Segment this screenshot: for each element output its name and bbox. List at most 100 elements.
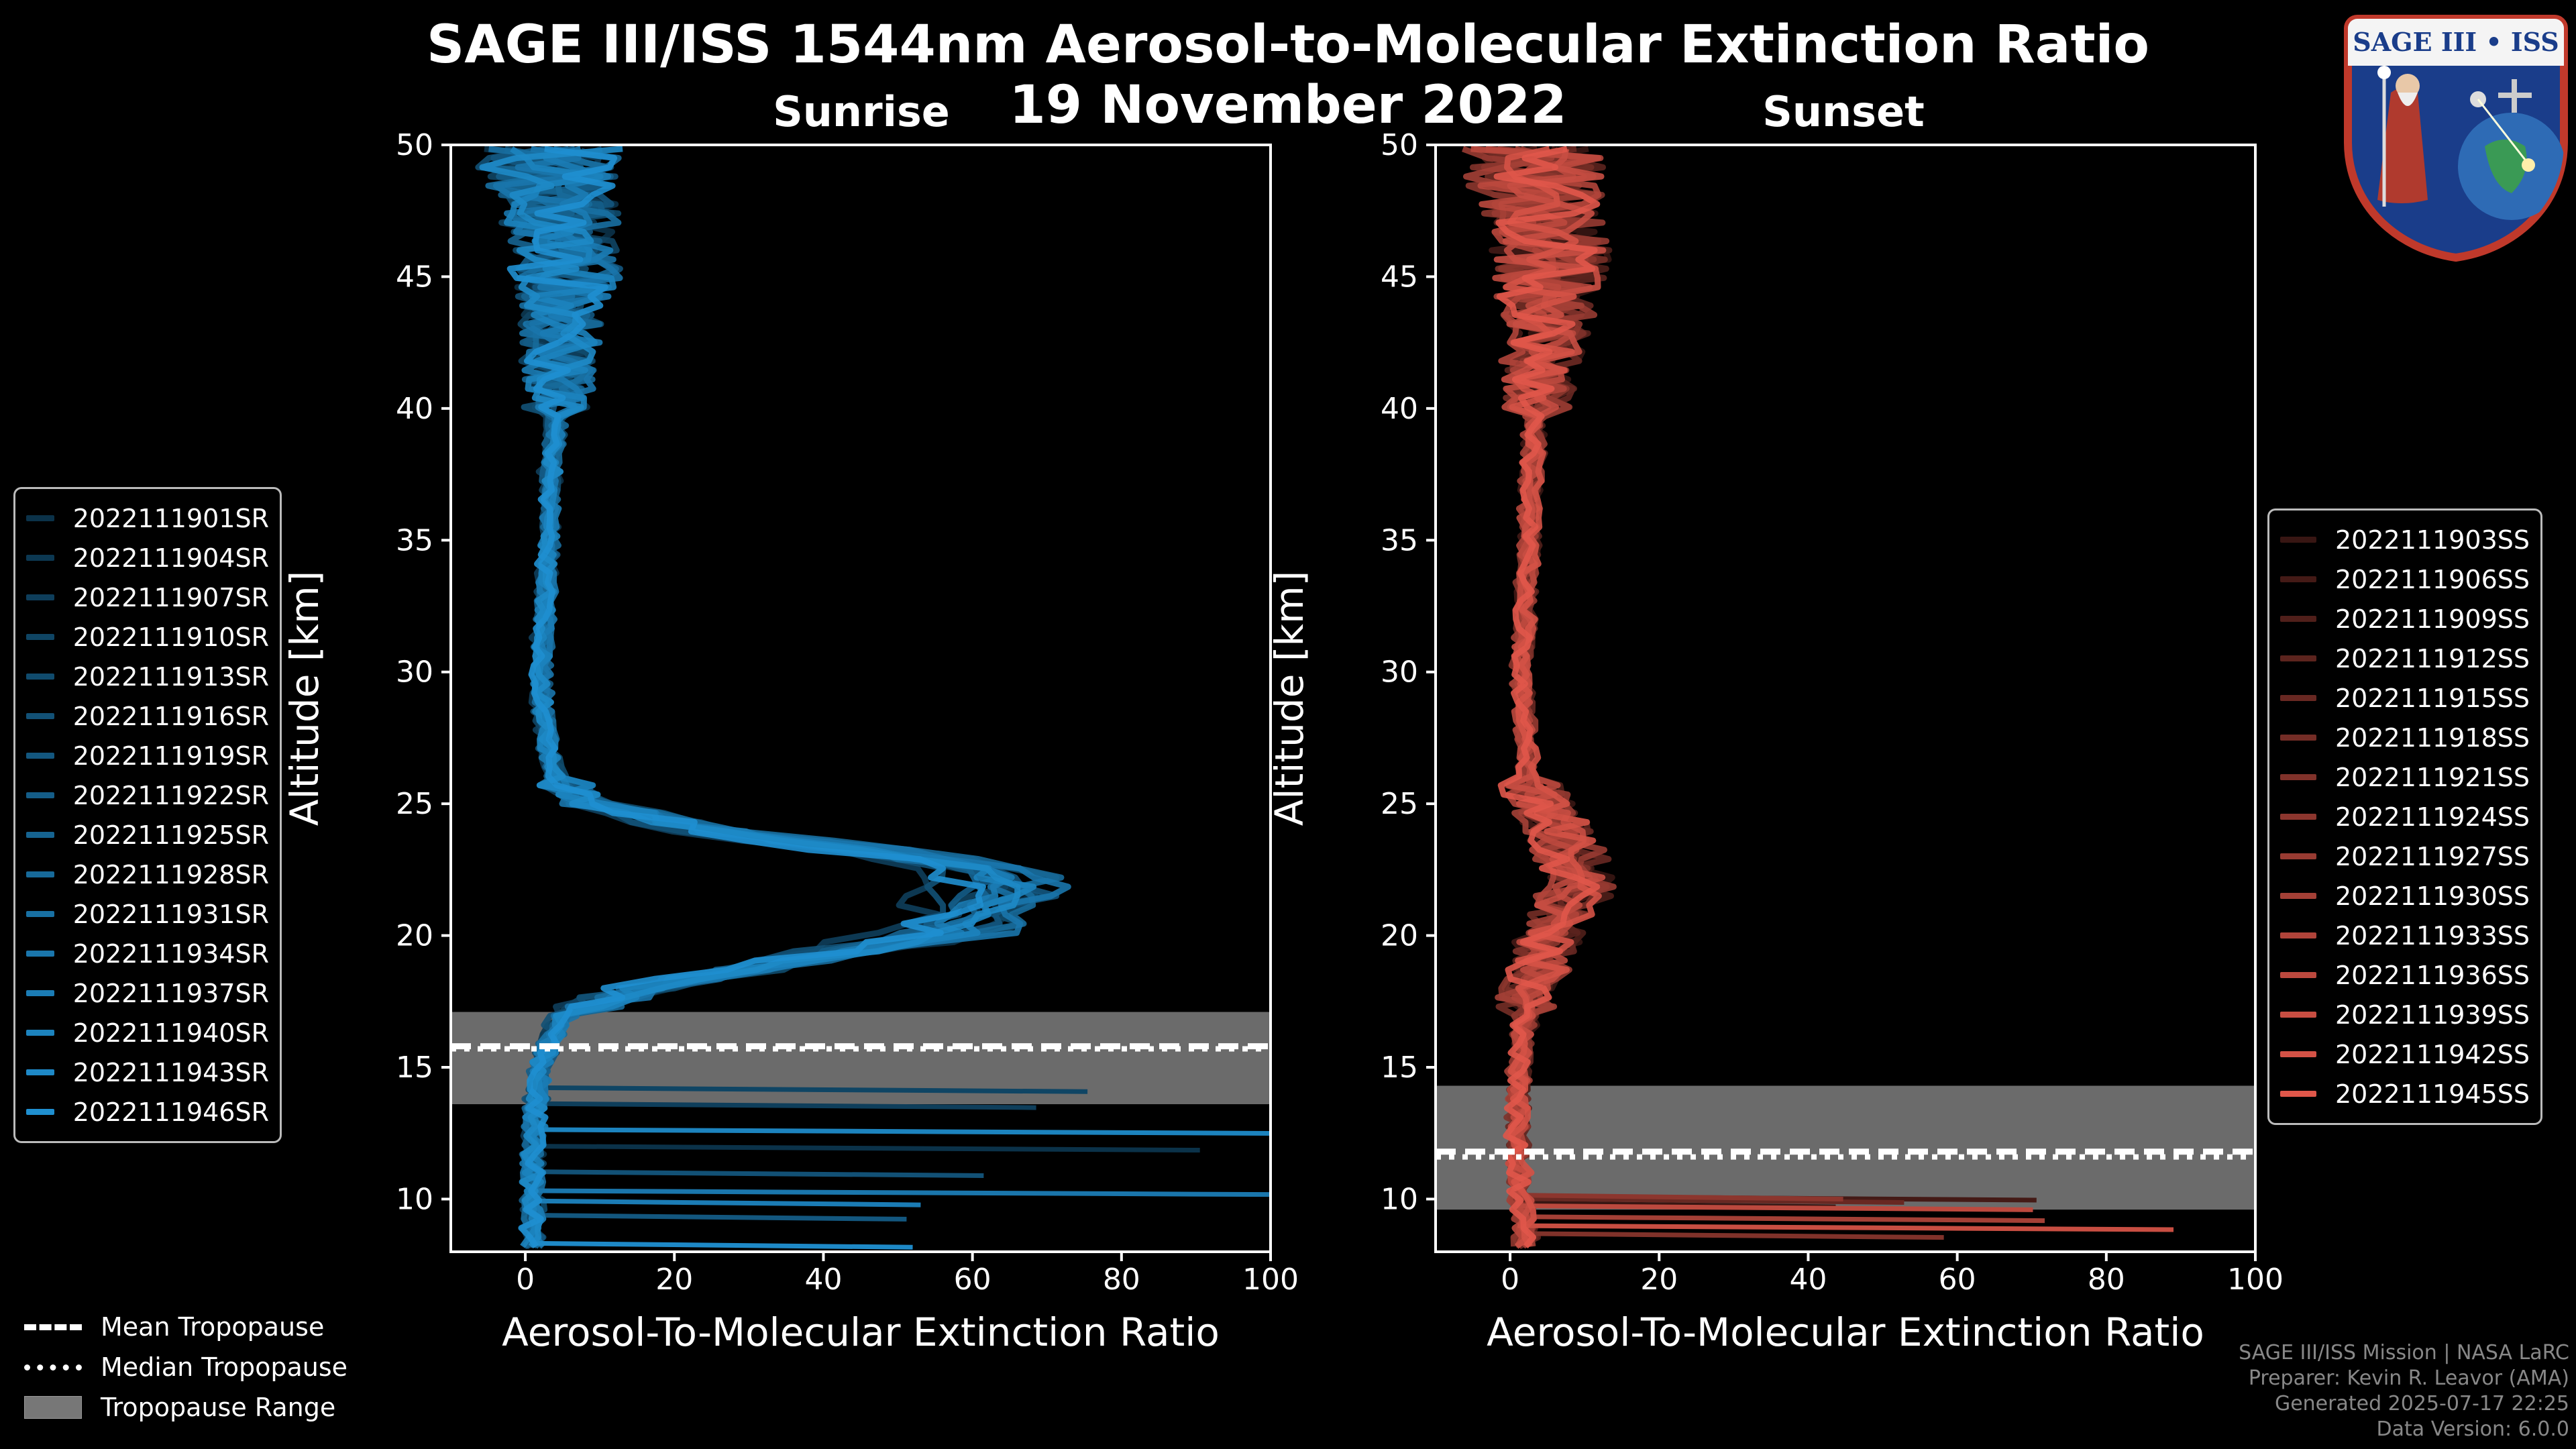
sunset-legend: 2022111903SS 2022111906SS 2022111909SS 2022…	[2267, 508, 2542, 1125]
profile-lines	[475, 146, 1271, 1250]
low-altitude-spike	[533, 1188, 1271, 1197]
sage-iii-iss-mission-logo: SAGE III • ISS	[2344, 15, 2568, 262]
y-tick-label: 20	[1381, 919, 1418, 953]
legend-swatch	[2280, 695, 2316, 701]
y-tick-label: 15	[1381, 1051, 1418, 1085]
x-tick-label: 0	[1501, 1263, 1519, 1297]
legend-entry: 2022111912SS	[2280, 639, 2530, 678]
legend-swatch	[26, 911, 54, 917]
legend-label: 2022111907SR	[72, 582, 269, 612]
legend-swatch	[2280, 853, 2316, 859]
legend-label: 2022111939SS	[2334, 1000, 2530, 1030]
legend-label: 2022111945SS	[2334, 1079, 2530, 1109]
legend-label: 2022111903SS	[2334, 525, 2530, 555]
x-tick-label: 40	[804, 1263, 842, 1297]
legend-label: 2022111931SR	[72, 899, 269, 929]
legend-entry: 2022111915SS	[2280, 678, 2530, 718]
legend-tropopause-range: Tropopause Range	[24, 1387, 347, 1428]
legend-entry: 2022111945SS	[2280, 1074, 2530, 1114]
legend-swatch	[26, 1069, 54, 1075]
legend-entry: 2022111925SR	[26, 815, 269, 855]
legend-label: 2022111913SR	[72, 661, 269, 692]
legend-median-label: Median Tropopause	[101, 1352, 347, 1382]
legend-label: 2022111915SS	[2334, 683, 2530, 713]
sunrise-legend: 2022111901SR 2022111904SR 2022111907SR 2022…	[13, 487, 282, 1143]
legend-label: 2022111916SR	[72, 701, 269, 731]
legend-entry: 2022111946SR	[26, 1092, 269, 1132]
legend-label: 2022111918SS	[2334, 722, 2530, 753]
y-axis-label: Altitude [km]	[282, 571, 327, 826]
profile-lines	[1462, 146, 2174, 1250]
legend-entry: 2022111901SR	[26, 498, 269, 538]
low-altitude-spike	[533, 1198, 921, 1208]
legend-swatch	[2280, 774, 2316, 780]
tropopause-range	[1436, 1085, 2255, 1210]
legend-label: 2022111930SS	[2334, 881, 2530, 911]
x-tick-label: 0	[516, 1263, 535, 1297]
y-tick-label: 30	[396, 655, 433, 690]
profile-line-2022111945SS	[1493, 146, 1601, 1248]
legend-label: 2022111921SS	[2334, 762, 2530, 792]
low-altitude-spike	[533, 1144, 1200, 1153]
legend-entry: 2022111928SR	[26, 855, 269, 894]
legend-label: 2022111943SR	[72, 1057, 269, 1087]
legend-entry: 2022111919SR	[26, 736, 269, 775]
legend-label: 2022111925SR	[72, 820, 269, 850]
legend-entry: 2022111942SS	[2280, 1034, 2530, 1074]
legend-entry: 2022111909SS	[2280, 599, 2530, 639]
legend-entry: 2022111921SS	[2280, 757, 2530, 797]
credits-preparer: Preparer: Kevin R. Leavor (AMA)	[2248, 1366, 2569, 1390]
low-altitude-spike	[533, 1101, 1036, 1110]
legend-swatch	[26, 515, 54, 521]
y-tick-label: 20	[396, 919, 433, 953]
legend-label: 2022111922SR	[72, 780, 269, 810]
chart-date: 19 November 2022	[1009, 75, 1567, 136]
x-tick-label: 20	[1640, 1263, 1678, 1297]
legend-label: 2022111906SS	[2334, 564, 2530, 594]
legend-swatch	[2280, 1091, 2316, 1097]
low-altitude-spike	[533, 1240, 913, 1250]
y-tick-label: 25	[396, 787, 433, 821]
x-tick-label: 100	[2227, 1263, 2284, 1297]
x-axis-label: Aerosol-To-Molecular Extinction Ratio	[1487, 1309, 2204, 1355]
low-altitude-spike	[1517, 1214, 2045, 1224]
credits: SAGE III/ISS Mission | NASA LaRC Prepare…	[2239, 1340, 2569, 1442]
legend-entry: 2022111936SS	[2280, 955, 2530, 995]
legend-label: 2022111928SR	[72, 859, 269, 890]
y-tick-label: 40	[1381, 392, 1418, 426]
legend-swatch	[2280, 1012, 2316, 1018]
legend-swatch	[2280, 1051, 2316, 1057]
sunset-panel-title: Sunset	[1762, 87, 1925, 136]
legend-swatch	[26, 555, 54, 561]
tropopause-legend: Mean Tropopause Median Tropopause Tropop…	[24, 1307, 347, 1428]
y-tick-label: 30	[1381, 655, 1418, 690]
y-tick-label: 45	[1381, 260, 1418, 294]
legend-entry: 2022111924SS	[2280, 797, 2530, 837]
low-altitude-spike	[533, 1085, 1088, 1094]
legend-swatch	[2280, 655, 2316, 661]
x-axis-label: Aerosol-To-Molecular Extinction Ratio	[502, 1309, 1220, 1355]
credits-generated: Generated 2025-07-17 22:25	[2274, 1392, 2569, 1415]
low-altitude-spike	[1517, 1203, 2033, 1212]
low-altitude-spike	[533, 1127, 1271, 1136]
x-tick-label: 100	[1242, 1263, 1299, 1297]
legend-swatch	[26, 1030, 54, 1036]
axes-frame	[1434, 144, 2257, 1253]
low-altitude-spike	[1517, 1193, 1843, 1202]
legend-entry: 2022111903SS	[2280, 520, 2530, 559]
axes-frame	[449, 144, 1272, 1253]
legend-range-label: Tropopause Range	[101, 1393, 336, 1422]
legend-entry: 2022111904SR	[26, 538, 269, 578]
dash-line-swatch	[24, 1324, 82, 1330]
low-altitude-spike	[1517, 1196, 1904, 1205]
legend-swatch	[26, 1109, 54, 1115]
y-tick-label: 15	[396, 1051, 433, 1085]
legend-swatch	[26, 951, 54, 957]
sunrise-plot: 0 20 40 60 80 100 10 15 20 25 30 35 40 45 50 Aerosol-To…	[282, 128, 1299, 1355]
legend-label: 2022111912SS	[2334, 643, 2530, 674]
legend-entry: 2022111940SR	[26, 1013, 269, 1053]
legend-entry: 2022111943SR	[26, 1053, 269, 1092]
legend-label: 2022111904SR	[72, 543, 269, 573]
legend-entry: 2022111918SS	[2280, 718, 2530, 757]
